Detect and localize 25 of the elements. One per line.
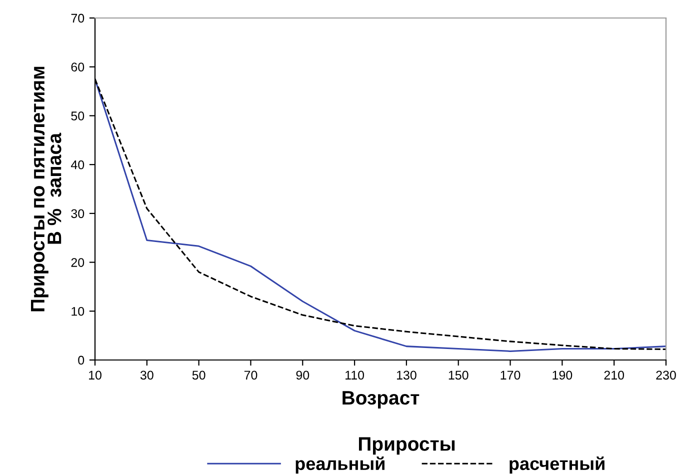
x-tick-label: 190 xyxy=(552,370,572,380)
x-tick-label: 70 xyxy=(244,370,258,380)
y-tick-label: 40 xyxy=(70,160,84,170)
y-tick-label: 60 xyxy=(71,62,84,72)
x-tick-label: 210 xyxy=(604,370,624,380)
y-tick-label: 0 xyxy=(78,356,84,365)
x-tick-label: 170 xyxy=(500,370,520,380)
x-tick-label: 30 xyxy=(140,370,154,380)
legend-label: реальный xyxy=(296,456,384,474)
x-tick-label: 110 xyxy=(346,370,364,380)
x-tick-label: 50 xyxy=(192,370,206,380)
y-tick-label: 50 xyxy=(71,112,84,120)
y-axis-title: Приросты по пятилетиям В % запаса xyxy=(30,66,62,312)
x-tick-label: 230 xyxy=(656,370,676,380)
y-tick-label: 70 xyxy=(71,14,84,23)
x-tick-label: 90 xyxy=(296,370,310,380)
y-tick-label: 20 xyxy=(71,258,84,267)
legend-title: Приросты xyxy=(358,437,455,455)
x-tick-label: 10 xyxy=(89,370,102,380)
x-axis-title: Возраст xyxy=(342,391,420,409)
x-tick-label: 150 xyxy=(448,370,468,380)
y-tick-label: 10 xyxy=(72,306,84,316)
x-tick-label: 130 xyxy=(396,370,416,380)
legend-label: расчетный xyxy=(510,456,604,474)
y-tick-label: 30 xyxy=(71,209,84,218)
